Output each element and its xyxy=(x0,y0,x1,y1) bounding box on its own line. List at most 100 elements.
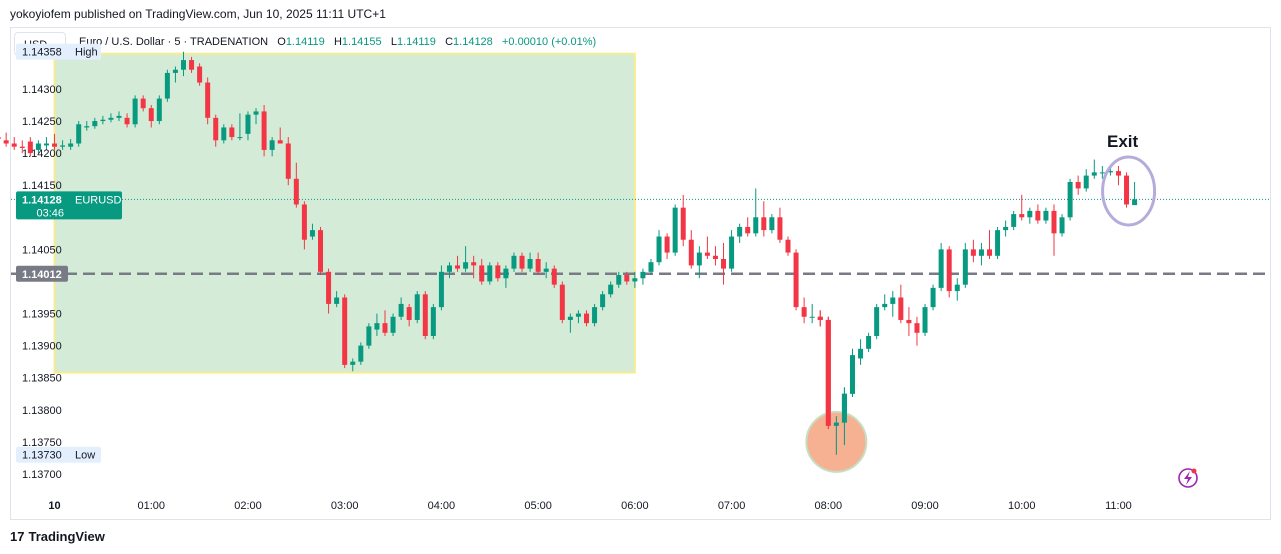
y-tick-label: 1.14200 xyxy=(22,148,62,160)
candle-body xyxy=(761,217,767,231)
candle xyxy=(938,242,944,292)
candle-body xyxy=(938,249,944,288)
candle xyxy=(205,77,211,125)
low-tag-value: 1.13730 xyxy=(22,450,62,462)
candle-body xyxy=(1019,214,1025,218)
candle-body xyxy=(293,178,299,205)
candle-body xyxy=(68,143,74,147)
candle-body xyxy=(527,259,533,269)
candle-body xyxy=(100,119,106,122)
candle-body xyxy=(1011,214,1017,227)
candle xyxy=(1011,210,1017,231)
candle-body xyxy=(600,294,606,308)
candle-body xyxy=(1099,172,1105,174)
high-tag-value: 1.14358 xyxy=(22,47,62,59)
legend-low-value: 1.14119 xyxy=(396,36,436,48)
candle xyxy=(656,230,662,266)
candle xyxy=(616,271,622,288)
lightning-bolt-icon[interactable] xyxy=(1178,468,1198,488)
candle xyxy=(350,358,356,372)
candle xyxy=(148,105,154,128)
candle xyxy=(729,230,735,272)
candle xyxy=(874,303,880,340)
candle-body xyxy=(608,284,614,295)
candle xyxy=(922,303,928,336)
tradingview-logo[interactable]: 17 TradingView xyxy=(10,529,105,544)
candle-body xyxy=(43,143,49,146)
candle-body xyxy=(801,307,807,317)
candle xyxy=(100,115,106,125)
candle-body xyxy=(1115,171,1121,176)
candle-body xyxy=(285,143,291,179)
candle xyxy=(801,297,807,324)
candle-body xyxy=(164,72,170,99)
candle xyxy=(358,342,364,365)
candle xyxy=(737,223,743,243)
candle xyxy=(906,307,912,336)
exit-circle-marker[interactable] xyxy=(1101,155,1157,227)
x-tick-label: 01:00 xyxy=(137,500,165,512)
candle-body xyxy=(60,145,66,147)
exit-label: Exit xyxy=(1107,132,1139,151)
candle xyxy=(27,137,33,157)
candle xyxy=(640,268,646,285)
candle xyxy=(753,188,759,237)
candle xyxy=(398,297,404,320)
candle-body xyxy=(954,284,960,292)
candle-body xyxy=(366,326,372,346)
candle xyxy=(285,137,291,186)
candle-body xyxy=(696,252,702,266)
candle-body xyxy=(688,239,694,266)
candle xyxy=(575,310,581,324)
candle xyxy=(866,332,872,353)
candle xyxy=(237,113,243,141)
symbol-legend: Euro / U.S. Dollar · 5 · TRADENATION O1.… xyxy=(79,36,596,48)
candle-body xyxy=(616,275,622,285)
candle xyxy=(890,291,896,317)
candle-body xyxy=(455,265,461,269)
lightning-bolt-icon-glyph xyxy=(1184,471,1192,485)
candle xyxy=(1091,159,1097,179)
candle-body xyxy=(213,117,219,141)
candle xyxy=(1132,182,1138,206)
candle-body xyxy=(189,60,195,70)
candle-body xyxy=(664,236,670,253)
legend-close-value: 1.14128 xyxy=(453,36,493,48)
candle-body xyxy=(382,323,388,333)
candle-body xyxy=(551,268,557,285)
candle-body xyxy=(1091,172,1097,176)
candle-body xyxy=(261,111,267,150)
candle xyxy=(108,113,114,123)
candle-body xyxy=(374,323,380,330)
candle xyxy=(463,246,469,272)
candle-body xyxy=(471,262,477,266)
candle xyxy=(1019,194,1025,221)
candle-body xyxy=(438,271,444,308)
candle xyxy=(438,265,444,311)
candle xyxy=(1043,207,1049,224)
candle xyxy=(180,51,186,77)
candle-body xyxy=(866,336,872,349)
candle-body xyxy=(334,297,340,304)
x-tick-label: 04:00 xyxy=(428,500,456,512)
candle-body xyxy=(1132,199,1138,206)
candle-body xyxy=(511,255,517,269)
candle-body xyxy=(914,323,920,333)
candle xyxy=(664,233,670,259)
candle-body xyxy=(27,141,33,154)
candle xyxy=(293,162,299,208)
x-tick-label: 11:00 xyxy=(1105,500,1132,512)
x-tick-label: 07:00 xyxy=(718,500,746,512)
candle xyxy=(253,108,259,125)
candle-body xyxy=(809,316,815,318)
candle-body xyxy=(221,127,227,141)
candle-body xyxy=(430,307,436,336)
x-tick-label: 08:00 xyxy=(815,500,843,512)
candle-body xyxy=(535,259,541,272)
candle xyxy=(374,313,380,336)
candle xyxy=(277,127,283,144)
candle-body xyxy=(479,265,485,282)
low-tag: 1.13730 Low xyxy=(16,446,101,463)
candle-body xyxy=(906,319,912,324)
